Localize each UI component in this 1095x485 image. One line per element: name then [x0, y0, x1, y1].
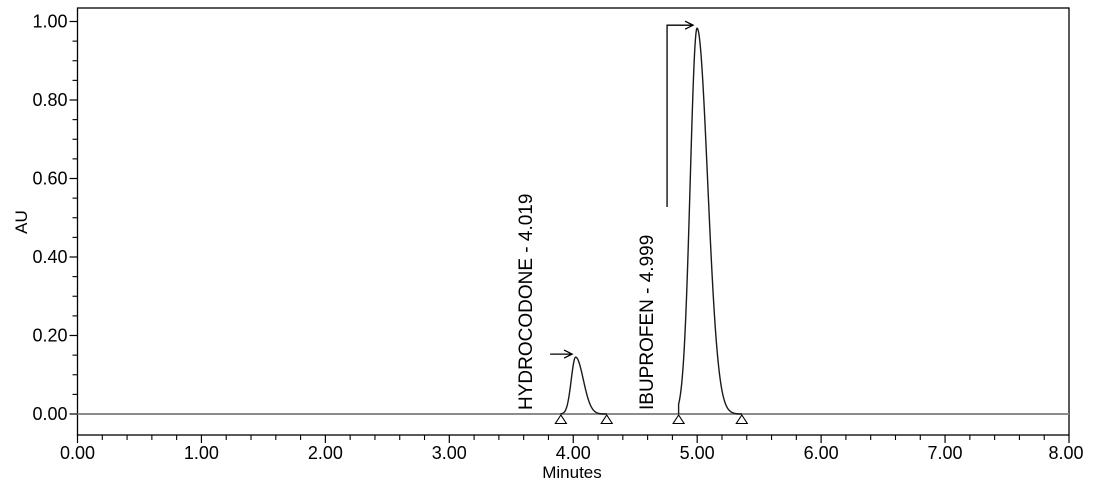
plot-border — [76, 7, 1070, 436]
peak-trace-hydrocodone — [560, 356, 608, 415]
peak-callout-ibuprofen — [666, 20, 695, 207]
y-axis-title: AU — [12, 210, 31, 234]
x-tick-label: 8.00 — [1048, 443, 1083, 463]
peak-trace-ibuprofen — [677, 27, 743, 415]
peak-label-hydrocodone: HYDROCODONE - 4.019 — [516, 193, 537, 410]
y-tick-label: 0.20 — [32, 326, 67, 346]
x-tick-label: 2.00 — [308, 443, 343, 463]
y-tick-label: 0.40 — [32, 247, 67, 267]
y-tick-label: 0.60 — [32, 169, 67, 189]
peak-label-ibuprofen: IBUPROFEN - 4.999 — [637, 234, 658, 410]
integration-marker-end-ibuprofen — [735, 413, 749, 425]
x-tick-label: 4.00 — [556, 443, 591, 463]
peak-arrow-hydrocodone — [550, 349, 574, 359]
x-tick-label: 0.00 — [60, 443, 95, 463]
x-tick-label: 1.00 — [184, 443, 219, 463]
x-tick-label: 7.00 — [928, 443, 963, 463]
x-tick-label: 3.00 — [432, 443, 467, 463]
x-tick-label: 5.00 — [680, 443, 715, 463]
integration-marker-start-ibuprofen — [672, 413, 686, 425]
y-tick-label: 0.00 — [32, 404, 67, 424]
y-tick-label: 0.80 — [32, 90, 67, 110]
integration-marker-end-hydrocodone — [600, 413, 614, 425]
y-tick-label: 1.00 — [32, 12, 67, 32]
integration-marker-start-hydrocodone — [554, 413, 568, 425]
x-axis-title: Minutes — [542, 463, 602, 482]
x-tick-label: 6.00 — [804, 443, 839, 463]
